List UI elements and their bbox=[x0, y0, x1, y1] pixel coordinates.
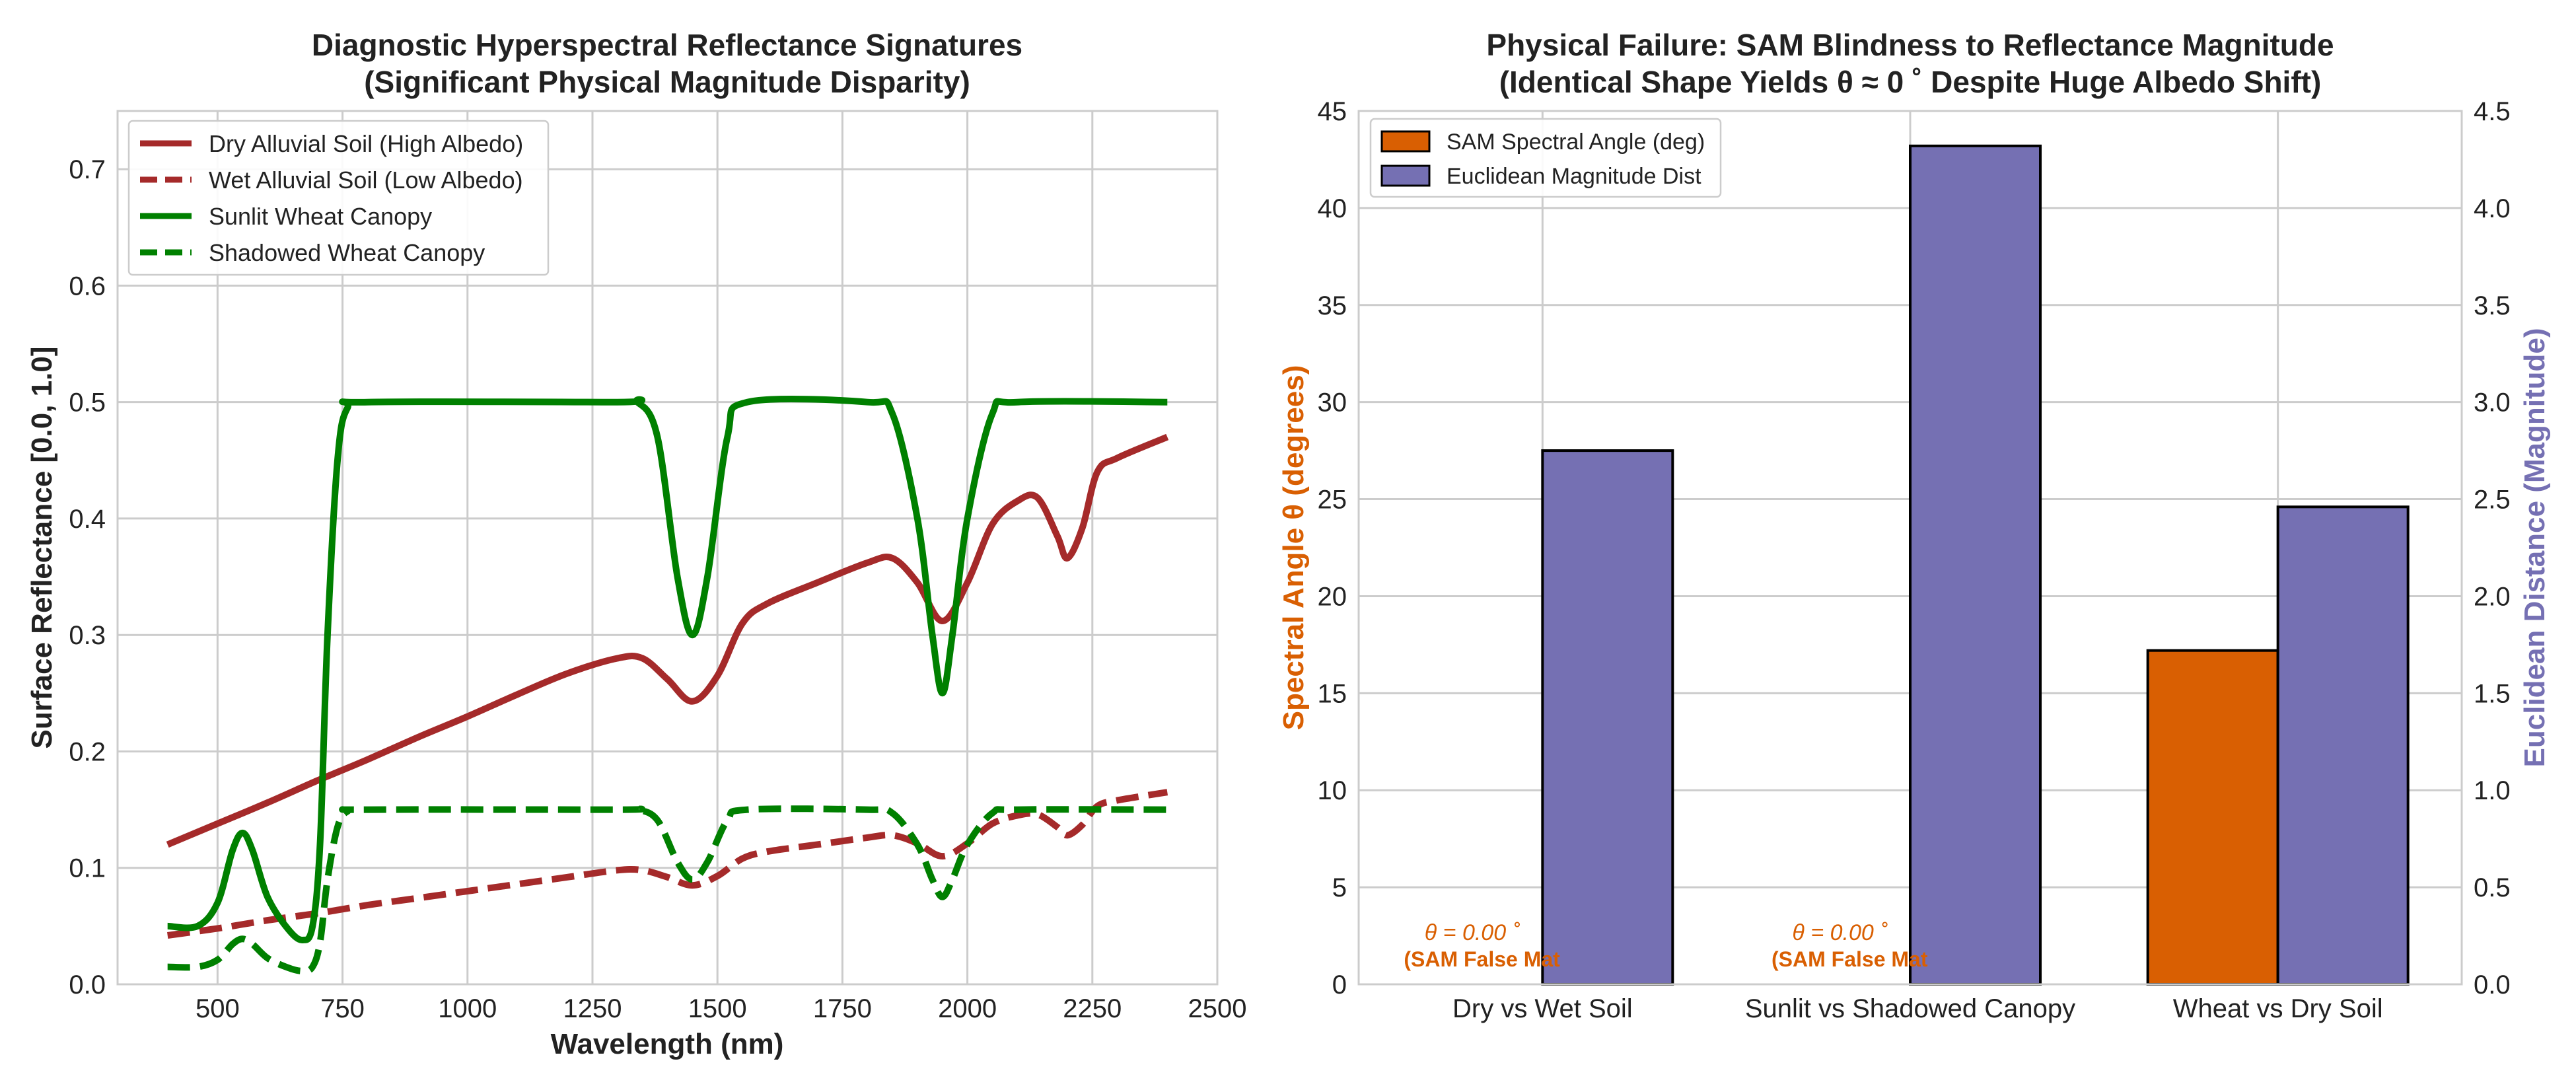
left-x-tick-label: 1750 bbox=[813, 994, 872, 1023]
right-right-y-tick-label: 3.5 bbox=[2474, 291, 2511, 320]
right-legend-box bbox=[1369, 118, 1722, 198]
right-chart-title: Physical Failure: SAM Blindness to Refle… bbox=[1486, 28, 2334, 62]
right-legend-swatch bbox=[1380, 130, 1431, 153]
left-x-axis-label: Wavelength (nm) bbox=[551, 1028, 784, 1060]
euclidean-distance-bar bbox=[2276, 505, 2410, 986]
left-y-tick-label: 0.6 bbox=[69, 272, 106, 301]
right-x-tick-label: Sunlit vs Shadowed Canopy bbox=[1745, 994, 2075, 1023]
right-legend-label: SAM Spectral Angle (deg) bbox=[1447, 129, 1705, 155]
right-left-y-tick-label: 5 bbox=[1332, 873, 1347, 902]
left-chart-title: Diagnostic Hyperspectral Reflectance Sig… bbox=[312, 28, 1022, 62]
left-y-tick-label: 0.2 bbox=[69, 737, 106, 766]
right-left-y-axis-label: Spectral Angle θ (degrees) bbox=[1277, 365, 1310, 731]
right-x-tick-label: Dry vs Wet Soil bbox=[1452, 994, 1633, 1023]
right-chart-subtitle: (Identical Shape Yields θ ≈ 0 ˚ Despite … bbox=[1499, 65, 2322, 99]
right-left-y-tick-label: 35 bbox=[1318, 291, 1347, 320]
reflectance-line-chart: Diagnostic Hyperspectral Reflectance Sig… bbox=[26, 28, 1246, 1060]
left-x-tick-label: 1000 bbox=[438, 994, 497, 1023]
left-y-tick-label: 0.0 bbox=[69, 970, 106, 999]
left-legend-label: Sunlit Wheat Canopy bbox=[209, 203, 432, 230]
left-x-tick-label: 500 bbox=[196, 994, 240, 1023]
right-left-y-tick-label: 30 bbox=[1318, 388, 1347, 418]
right-right-y-tick-label: 4.0 bbox=[2474, 194, 2511, 223]
euclidean-distance-bar bbox=[1909, 144, 2042, 986]
right-right-y-tick-labels: 0.0 0.5 1.0 1.5 2.0 2.5 3.0 3.5 4.0 4.5 bbox=[2474, 97, 2511, 999]
right-left-y-tick-label: 20 bbox=[1318, 582, 1347, 611]
left-legend-label: Wet Alluvial Soil (Low Albedo) bbox=[209, 166, 523, 194]
right-right-y-tick-label: 1.0 bbox=[2474, 776, 2511, 805]
sam-false-match-annotation: (SAM False Mat bbox=[1771, 947, 1928, 971]
right-left-y-tick-label: 40 bbox=[1318, 194, 1347, 223]
sam-zero-angle-annotation: θ = 0.00 ˚ bbox=[1425, 920, 1521, 945]
sam-vs-euclidean-bar-chart: Physical Failure: SAM Blindness to Refle… bbox=[1277, 28, 2551, 1023]
right-right-y-tick-label: 4.5 bbox=[2474, 97, 2511, 126]
left-x-tick-label: 1250 bbox=[563, 994, 622, 1023]
right-left-y-tick-labels: 0 5 10 15 20 25 30 35 40 45 bbox=[1318, 97, 1347, 999]
right-right-y-axis-label: Euclidean Distance (Magnitude) bbox=[2519, 328, 2551, 768]
left-x-tick-label: 2250 bbox=[1063, 994, 1122, 1023]
left-x-tick-label: 1500 bbox=[688, 994, 747, 1023]
right-left-y-tick-label: 10 bbox=[1318, 776, 1347, 805]
sunlit-wheat-line bbox=[167, 396, 1168, 943]
right-right-y-tick-label: 0.5 bbox=[2474, 873, 2511, 902]
right-x-tick-labels: Dry vs Wet Soil Sunlit vs Shadowed Canopy… bbox=[1452, 994, 2383, 1023]
left-y-tick-label: 0.5 bbox=[69, 388, 106, 418]
wet-soil-line bbox=[166, 789, 1168, 939]
dry-soil-line bbox=[166, 433, 1169, 848]
left-x-tick-label: 750 bbox=[320, 994, 365, 1023]
right-left-y-tick-label: 45 bbox=[1318, 97, 1347, 126]
right-bars bbox=[1541, 144, 2410, 986]
right-legend-swatch bbox=[1380, 164, 1431, 187]
right-left-y-tick-label: 25 bbox=[1318, 486, 1347, 515]
left-y-tick-label: 0.1 bbox=[69, 854, 106, 883]
right-right-y-tick-label: 2.0 bbox=[2474, 582, 2511, 611]
left-x-tick-labels: 500 750 1000 1250 1500 1750 2000 2250 2500 bbox=[196, 994, 1247, 1023]
right-right-y-tick-label: 2.5 bbox=[2474, 486, 2511, 515]
left-chart-subtitle: (Significant Physical Magnitude Disparit… bbox=[364, 65, 970, 99]
right-plot-frame bbox=[1357, 110, 2463, 986]
left-y-axis-label: Surface Reflectance [0.0, 1.0] bbox=[26, 347, 58, 749]
left-legend-label: Dry Alluvial Soil (High Albedo) bbox=[209, 130, 523, 157]
sam-zero-angle-annotation: θ = 0.00 ˚ bbox=[1792, 920, 1888, 945]
left-y-tick-label: 0.7 bbox=[69, 155, 106, 184]
left-y-tick-labels: 0.0 0.1 0.2 0.3 0.4 0.5 0.6 0.7 bbox=[69, 155, 106, 999]
left-legend-label: Shadowed Wheat Canopy bbox=[209, 239, 485, 266]
right-right-y-tick-label: 3.0 bbox=[2474, 388, 2511, 418]
right-legend-label: Euclidean Magnitude Dist bbox=[1447, 164, 1701, 189]
sam-angle-bar bbox=[2146, 649, 2279, 986]
left-plot-frame bbox=[116, 110, 1219, 986]
left-x-tick-label: 2500 bbox=[1188, 994, 1247, 1023]
left-series-lines bbox=[166, 396, 1169, 974]
right-left-y-tick-label: 0 bbox=[1332, 970, 1347, 999]
euclidean-distance-bar bbox=[1541, 449, 1674, 986]
right-left-y-tick-label: 15 bbox=[1318, 679, 1347, 708]
left-x-tick-label: 2000 bbox=[938, 994, 997, 1023]
right-right-y-tick-label: 1.5 bbox=[2474, 679, 2511, 708]
left-legend-box bbox=[127, 120, 550, 276]
left-legend: Dry Alluvial Soil (High Albedo) Wet Alluv… bbox=[127, 120, 550, 276]
sam-false-match-annotation: (SAM False Mat bbox=[1404, 947, 1560, 971]
right-legend: SAM Spectral Angle (deg) Euclidean Magnit… bbox=[1369, 118, 1722, 198]
left-y-tick-label: 0.3 bbox=[69, 621, 106, 650]
left-y-tick-label: 0.4 bbox=[69, 505, 106, 534]
shadowed-wheat-line bbox=[167, 805, 1168, 974]
right-x-tick-label: Wheat vs Dry Soil bbox=[2173, 994, 2383, 1023]
right-right-y-tick-label: 0.0 bbox=[2474, 970, 2511, 999]
